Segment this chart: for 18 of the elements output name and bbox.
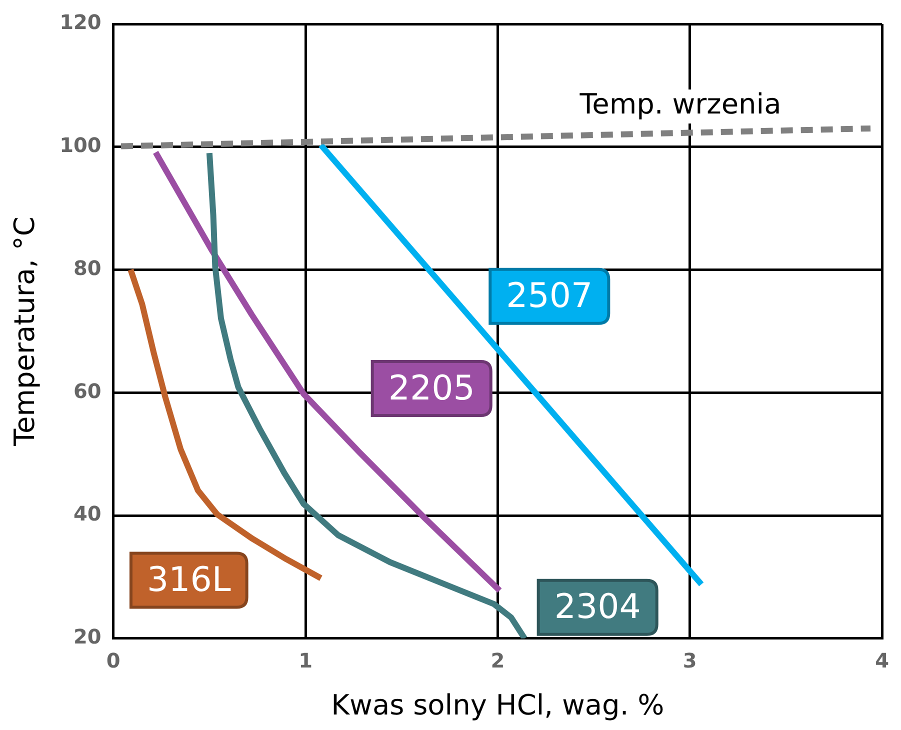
series-label: 316L — [146, 560, 231, 600]
series-label: Temp. wrzenia — [578, 88, 782, 121]
x-tick-label: 2 — [490, 648, 505, 673]
y-axis-title: Temperatura, °C — [8, 216, 42, 447]
y-tick-label: 100 — [60, 133, 102, 158]
y-tick-label: 80 — [74, 256, 102, 280]
y-tick-label: 20 — [74, 624, 102, 649]
x-tick-label: 0 — [106, 648, 120, 673]
series-label: 2304 — [554, 587, 641, 628]
series-label: 2507 — [506, 276, 593, 316]
y-tick-label: 120 — [60, 10, 102, 34]
x-axis-title: Kwas solny HCl, wag. % — [331, 688, 664, 722]
x-tick-label: 3 — [682, 648, 697, 673]
series-label: 2205 — [388, 368, 475, 408]
x-tick-label: 4 — [875, 648, 890, 673]
y-tick-label: 60 — [74, 378, 102, 403]
y-tick-label: 40 — [74, 502, 102, 526]
x-tick-label: 1 — [298, 648, 312, 673]
